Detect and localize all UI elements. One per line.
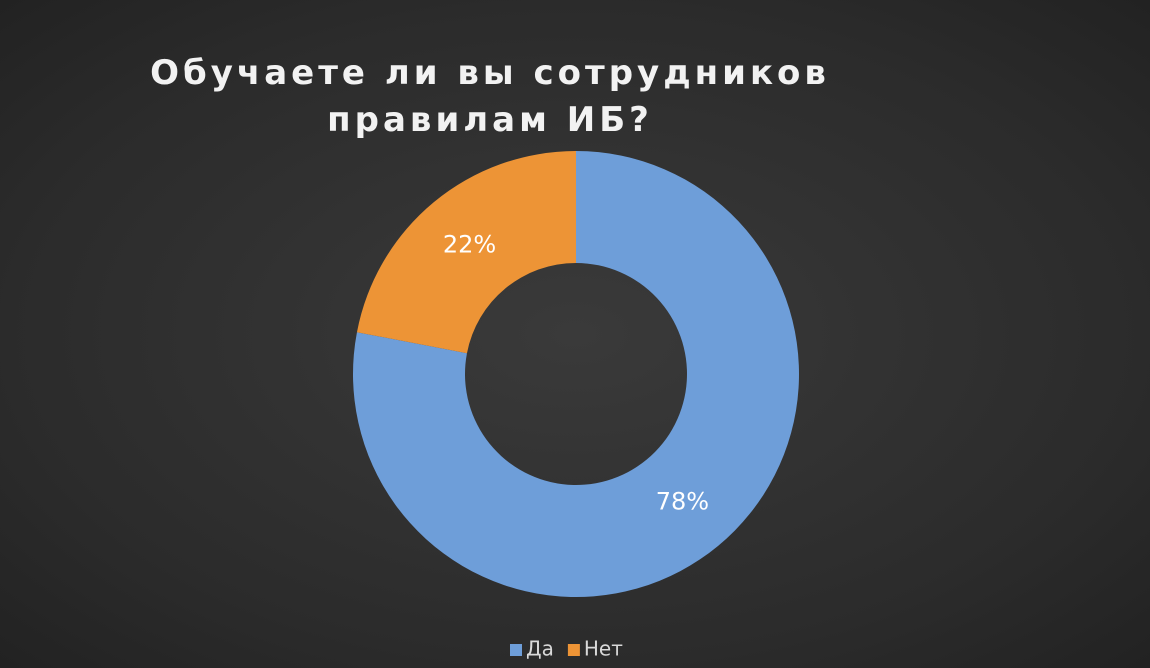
chart-title: Обучаете ли вы сотрудников правилам ИБ? <box>150 53 830 140</box>
legend-swatch <box>567 644 580 656</box>
data-label: 22% <box>443 230 496 258</box>
legend-label: Да <box>526 637 554 661</box>
donut-segment <box>353 151 799 597</box>
legend-label: Нет <box>584 637 623 661</box>
donut-segment <box>356 151 576 354</box>
legend-swatch <box>510 644 522 656</box>
data-label: 78% <box>656 488 709 516</box>
